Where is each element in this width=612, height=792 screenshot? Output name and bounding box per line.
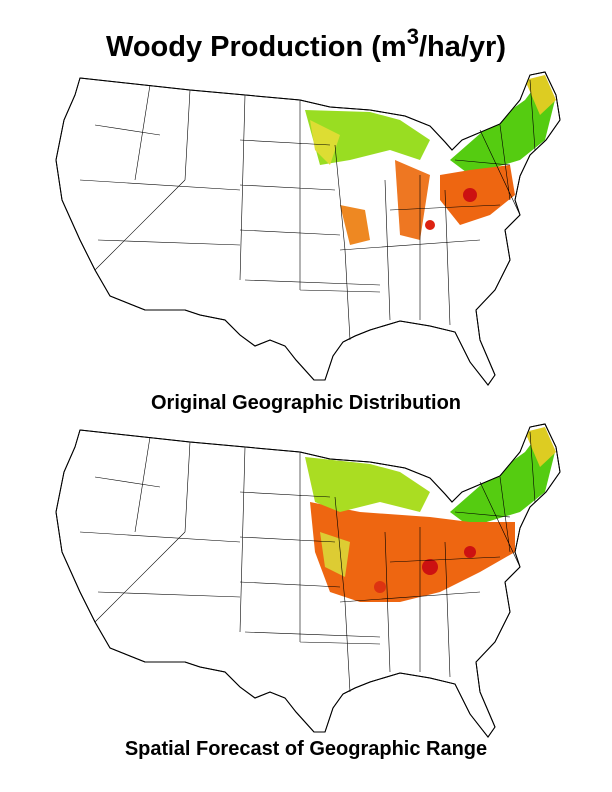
title-superscript: 3 <box>407 24 419 49</box>
map-original: Original Geographic Distribution <box>55 71 561 414</box>
title-suffix: /ha/yr) <box>419 31 506 63</box>
caption: Spatial Forecast of Geographic Range <box>125 738 487 760</box>
caption: Original Geographic Distribution <box>151 392 461 414</box>
title: Woody Production (m3/ha/yr) <box>106 24 506 63</box>
title-prefix: Woody Production (m <box>106 31 407 63</box>
map-forecast <box>55 423 561 738</box>
